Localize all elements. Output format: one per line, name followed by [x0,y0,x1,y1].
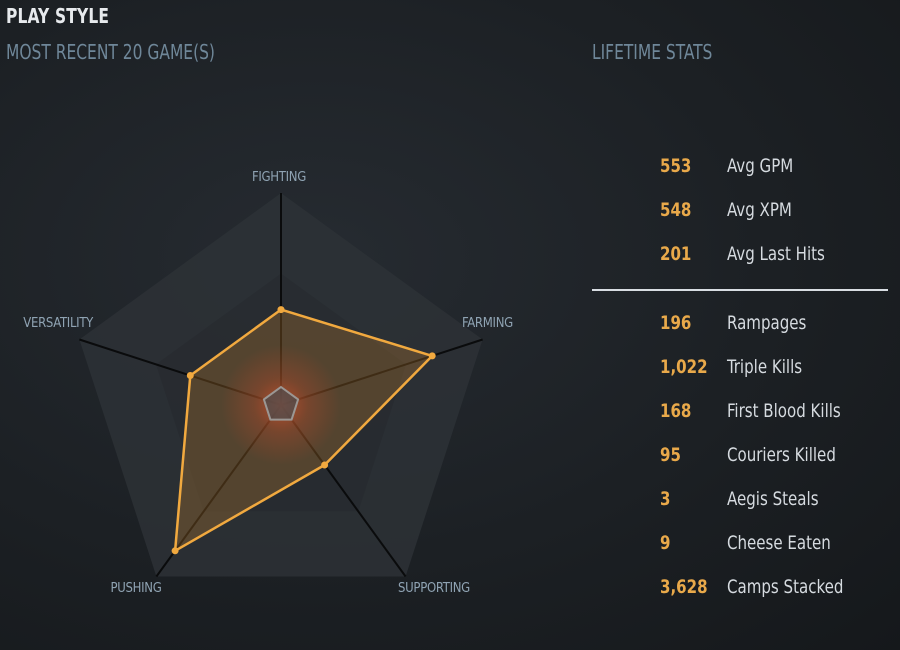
radar-label-supporting: SUPPORTING [398,581,470,596]
stat-value: 3 [660,488,671,510]
radar-center-pentagon [262,385,300,421]
stat-value: 553 [660,155,692,177]
radar-point-supporting [321,461,329,469]
radar-point-farming [428,352,436,360]
radar-label-versatility: VERSATILITY [23,316,94,331]
lifetime-stats-header: LIFETIME STATS [592,40,713,64]
stat-row-cheese-eaten: 9 Cheese Eaten [592,532,892,560]
stat-label: Avg GPM [727,155,794,177]
stat-row-camps-stacked: 3,628 Camps Stacked [592,576,892,604]
stat-label: Couriers Killed [727,444,836,466]
stat-label: Aegis Steals [727,488,819,510]
play-style-title: PLAY STYLE [6,4,110,28]
stat-row-avg-gpm: 553 Avg GPM [592,155,892,183]
recent-games-header: MOST RECENT 20 GAME(S) [6,40,215,64]
stat-label: Avg XPM [727,199,792,221]
stat-row-first-blood-kills: 168 First Blood Kills [592,400,892,428]
stat-value: 168 [660,400,692,422]
radar-label-farming: FARMING [462,316,513,331]
stats-divider [592,289,888,291]
stat-label: Camps Stacked [727,576,844,598]
play-style-radar-chart: FIGHTING FARMING SUPPORTING PUSHING VERSATIL… [23,170,513,596]
radar-point-pushing [171,547,179,555]
radar-label-fighting: FIGHTING [252,170,306,185]
radar-point-versatility [186,372,194,379]
stat-row-avg-xpm: 548 Avg XPM [592,199,892,227]
stat-value: 3,628 [660,576,708,598]
stat-label: First Blood Kills [727,400,841,422]
stat-row-avg-last-hits: 201 Avg Last Hits [592,243,892,271]
stat-value: 196 [660,312,692,334]
stat-row-triple-kills: 1,022 Triple Kills [592,356,892,384]
stat-row-aegis-steals: 3 Aegis Steals [592,488,892,516]
stat-row-couriers-killed: 95 Couriers Killed [592,444,892,472]
radar-point-fighting [277,306,285,314]
stat-label: Avg Last Hits [727,243,825,265]
stat-label: Cheese Eaten [727,532,831,554]
stat-value: 201 [660,243,692,265]
radar-label-pushing: PUSHING [111,581,162,596]
stat-label: Rampages [727,312,807,334]
stat-label: Triple Kills [727,356,803,378]
stat-value: 9 [660,532,671,554]
stat-value: 548 [660,199,692,221]
stat-value: 1,022 [660,356,708,378]
stat-row-rampages: 196 Rampages [592,312,892,340]
stat-value: 95 [660,444,681,466]
